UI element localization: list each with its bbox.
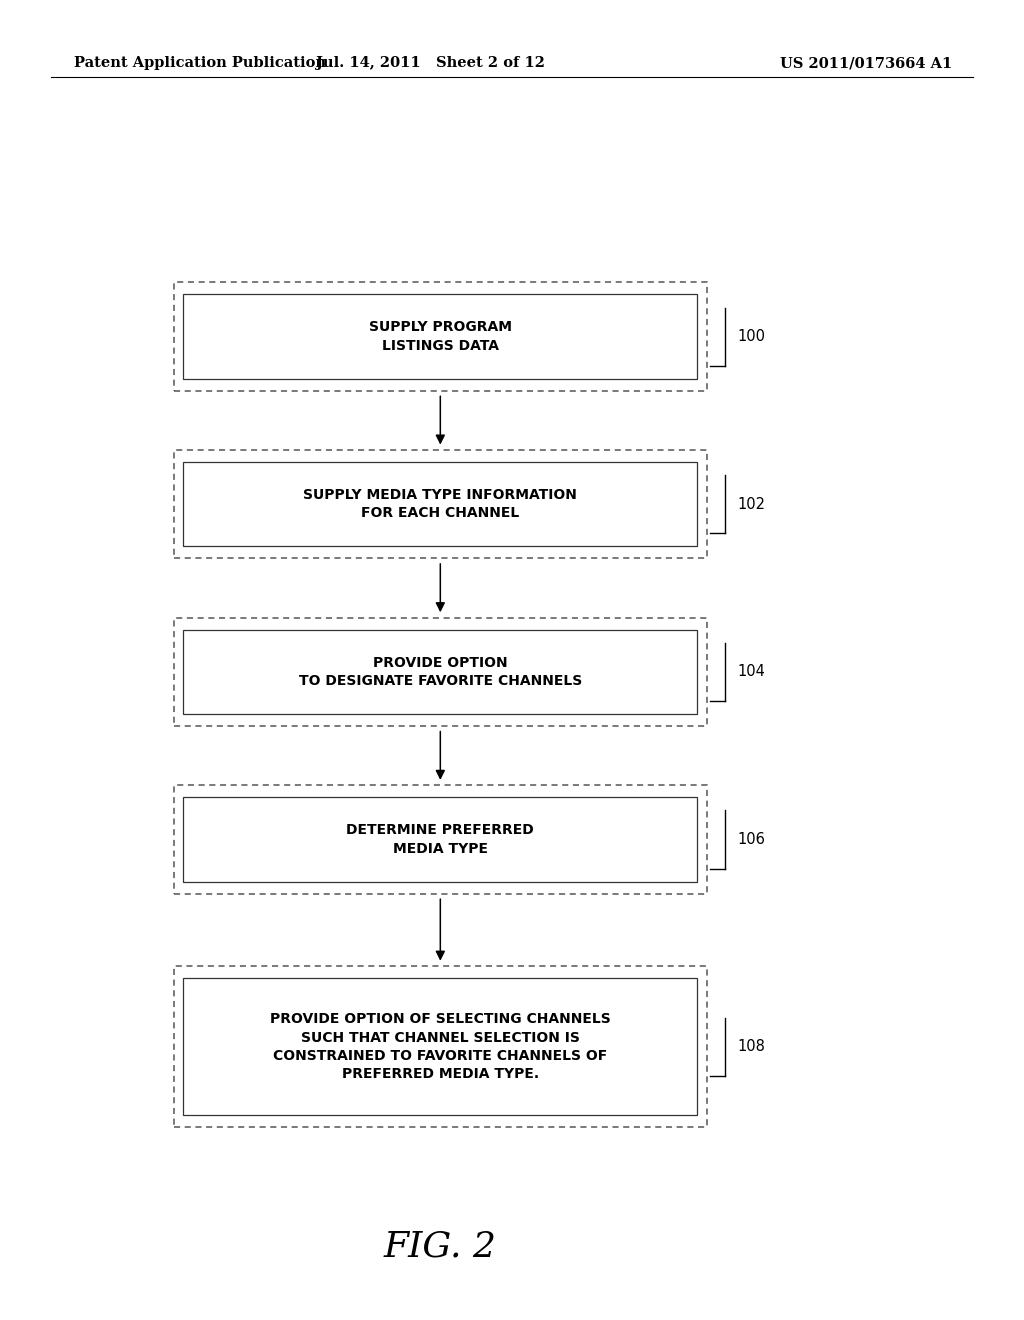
Text: 100: 100 — [737, 329, 765, 345]
Text: Jul. 14, 2011   Sheet 2 of 12: Jul. 14, 2011 Sheet 2 of 12 — [315, 57, 545, 70]
Bar — [183, 978, 697, 1115]
Text: SUPPLY PROGRAM
LISTINGS DATA: SUPPLY PROGRAM LISTINGS DATA — [369, 321, 512, 352]
Bar — [174, 966, 707, 1127]
Text: DETERMINE PREFERRED
MEDIA TYPE: DETERMINE PREFERRED MEDIA TYPE — [346, 824, 535, 855]
Bar — [174, 785, 707, 894]
Text: PROVIDE OPTION OF SELECTING CHANNELS
SUCH THAT CHANNEL SELECTION IS
CONSTRAINED : PROVIDE OPTION OF SELECTING CHANNELS SUC… — [270, 1012, 610, 1081]
Text: 106: 106 — [737, 832, 765, 847]
Text: US 2011/0173664 A1: US 2011/0173664 A1 — [780, 57, 952, 70]
Bar — [183, 294, 697, 379]
Text: FIG. 2: FIG. 2 — [384, 1229, 497, 1263]
Text: 108: 108 — [737, 1039, 765, 1055]
Text: 104: 104 — [737, 664, 765, 680]
Text: SUPPLY MEDIA TYPE INFORMATION
FOR EACH CHANNEL: SUPPLY MEDIA TYPE INFORMATION FOR EACH C… — [303, 488, 578, 520]
Text: Patent Application Publication: Patent Application Publication — [74, 57, 326, 70]
Bar — [183, 630, 697, 714]
Bar — [183, 462, 697, 546]
Text: PROVIDE OPTION
TO DESIGNATE FAVORITE CHANNELS: PROVIDE OPTION TO DESIGNATE FAVORITE CHA… — [299, 656, 582, 688]
Bar — [183, 797, 697, 882]
Bar — [174, 618, 707, 726]
Bar — [174, 450, 707, 558]
Bar — [174, 282, 707, 391]
Text: 102: 102 — [737, 496, 765, 512]
